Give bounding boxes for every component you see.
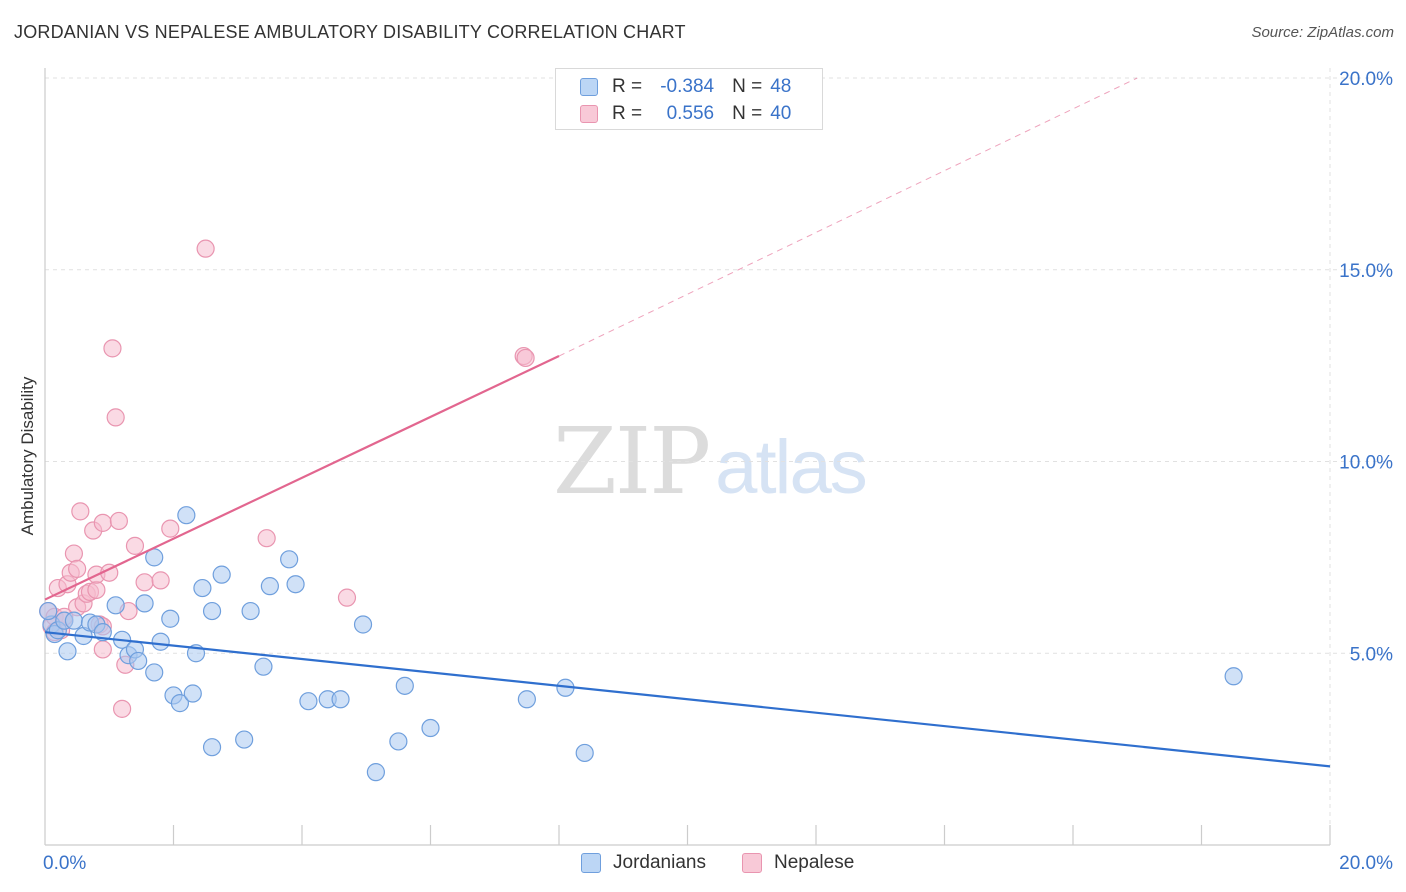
nepalese-point	[112, 699, 132, 718]
jordanian-point	[286, 575, 305, 594]
jordanian-point	[241, 601, 260, 621]
legend-item-nepalese[interactable]: Nepalese	[742, 852, 854, 874]
jordanians-legend-swatch	[581, 853, 601, 873]
r-label: R =	[612, 103, 643, 124]
nepalese-point	[93, 640, 112, 659]
jordanian-point	[151, 632, 170, 651]
nepalese-point	[68, 559, 87, 578]
jordanian-point	[202, 601, 222, 621]
watermark-atlas: atlas	[715, 425, 868, 510]
jordanian-point	[202, 738, 222, 757]
y-tick-label: 15.0%	[1339, 261, 1393, 282]
jordanians-swatch	[580, 78, 598, 96]
nepalese-point	[516, 348, 535, 368]
jordanian-point	[39, 601, 58, 621]
y-tick-label: 10.0%	[1339, 453, 1393, 474]
jordanian-point	[366, 763, 385, 782]
n-label: N =	[732, 76, 763, 97]
jordanian-point	[135, 594, 154, 613]
legend-item-jordanians[interactable]: Jordanians	[581, 852, 706, 874]
jordanian-point	[260, 577, 279, 596]
jordanian-point	[64, 611, 84, 630]
nepalese-point	[125, 536, 145, 555]
legend-item-label: Jordanians	[613, 852, 706, 873]
nepalese-point	[151, 571, 170, 590]
n-label: N =	[732, 103, 763, 124]
x-tick-label: 0.0%	[43, 853, 86, 874]
jordanian-point	[58, 642, 77, 661]
nepalese-swatch	[580, 105, 598, 123]
nepalese-point	[135, 573, 154, 592]
jordanian-point	[575, 743, 594, 763]
jordanian-point	[145, 663, 164, 682]
legend-row-jordanians: R = -0.384 N = 48	[580, 75, 791, 99]
nepalese-point	[109, 511, 128, 531]
jordanian-point	[106, 596, 125, 615]
y-tick-label: 5.0%	[1350, 644, 1393, 665]
nepalese-point	[87, 580, 106, 600]
nepalese-point	[106, 408, 125, 427]
jordanian-point	[517, 690, 536, 709]
jordanian-point	[170, 694, 190, 713]
nepalese-points	[39, 239, 535, 718]
r-value: -0.384	[660, 76, 715, 97]
nepalese-point	[71, 502, 90, 521]
nepalese-point	[337, 588, 357, 607]
jordanian-point	[421, 718, 440, 738]
jordanian-point	[193, 578, 212, 598]
nepalese-trend-line	[44, 355, 560, 601]
jordanian-point	[183, 684, 202, 703]
r-value: 0.556	[666, 103, 715, 124]
jordanian-point	[129, 651, 148, 671]
nepalese-trend-extension	[558, 77, 1138, 357]
jordanian-point	[93, 623, 112, 642]
label-layer: 5.0% 10.0% 15.0% 20.0% 0.0% 20.0%	[43, 69, 1393, 874]
nepalese-point	[93, 513, 112, 532]
jordanian-point	[389, 732, 408, 751]
jordanian-point	[161, 609, 180, 628]
jordanian-point	[235, 730, 254, 749]
jordanian-point	[299, 692, 318, 711]
nepalese-point	[161, 519, 180, 538]
axis-layer	[44, 68, 1331, 846]
n-value: 40	[770, 103, 792, 124]
nepalese-point	[196, 239, 215, 258]
jordanian-point	[212, 565, 231, 584]
jordanian-point	[254, 657, 273, 676]
correlation-legend: R = -0.384 N = 48 R = 0.556 N = 40	[555, 68, 823, 130]
nepalese-legend-swatch	[742, 853, 762, 873]
n-value: 48	[770, 76, 792, 97]
jordanian-point	[331, 690, 350, 709]
nepalese-point	[103, 339, 122, 358]
jordanian-point	[177, 506, 196, 525]
trend-layer	[44, 77, 1331, 768]
nepalese-point	[64, 544, 84, 563]
jordanian-point	[395, 676, 414, 695]
jordanians-trend-line	[44, 631, 1331, 768]
jordanian-point	[280, 550, 299, 569]
legend-row-nepalese: R = 0.556 N = 40	[580, 102, 791, 126]
grid-layer	[45, 68, 1392, 845]
x-tick-label: 20.0%	[1339, 853, 1393, 874]
series-legend: Jordanians Nepalese	[0, 852, 1406, 878]
source-credit: Source: ZipAtlas.com	[1251, 24, 1394, 41]
jordanians-points	[39, 506, 1243, 782]
y-axis-label: Ambulatory Disability	[18, 376, 37, 536]
r-label: R =	[612, 76, 643, 97]
nepalese-point	[257, 529, 276, 548]
y-tick-label: 20.0%	[1339, 69, 1393, 90]
jordanian-point	[353, 615, 373, 634]
legend-item-label: Nepalese	[774, 852, 855, 873]
jordanian-point	[1224, 667, 1243, 686]
chart-title: JORDANIAN VS NEPALESE AMBULATORY DISABIL…	[14, 22, 686, 42]
watermark: ZIPatlas	[553, 408, 868, 515]
